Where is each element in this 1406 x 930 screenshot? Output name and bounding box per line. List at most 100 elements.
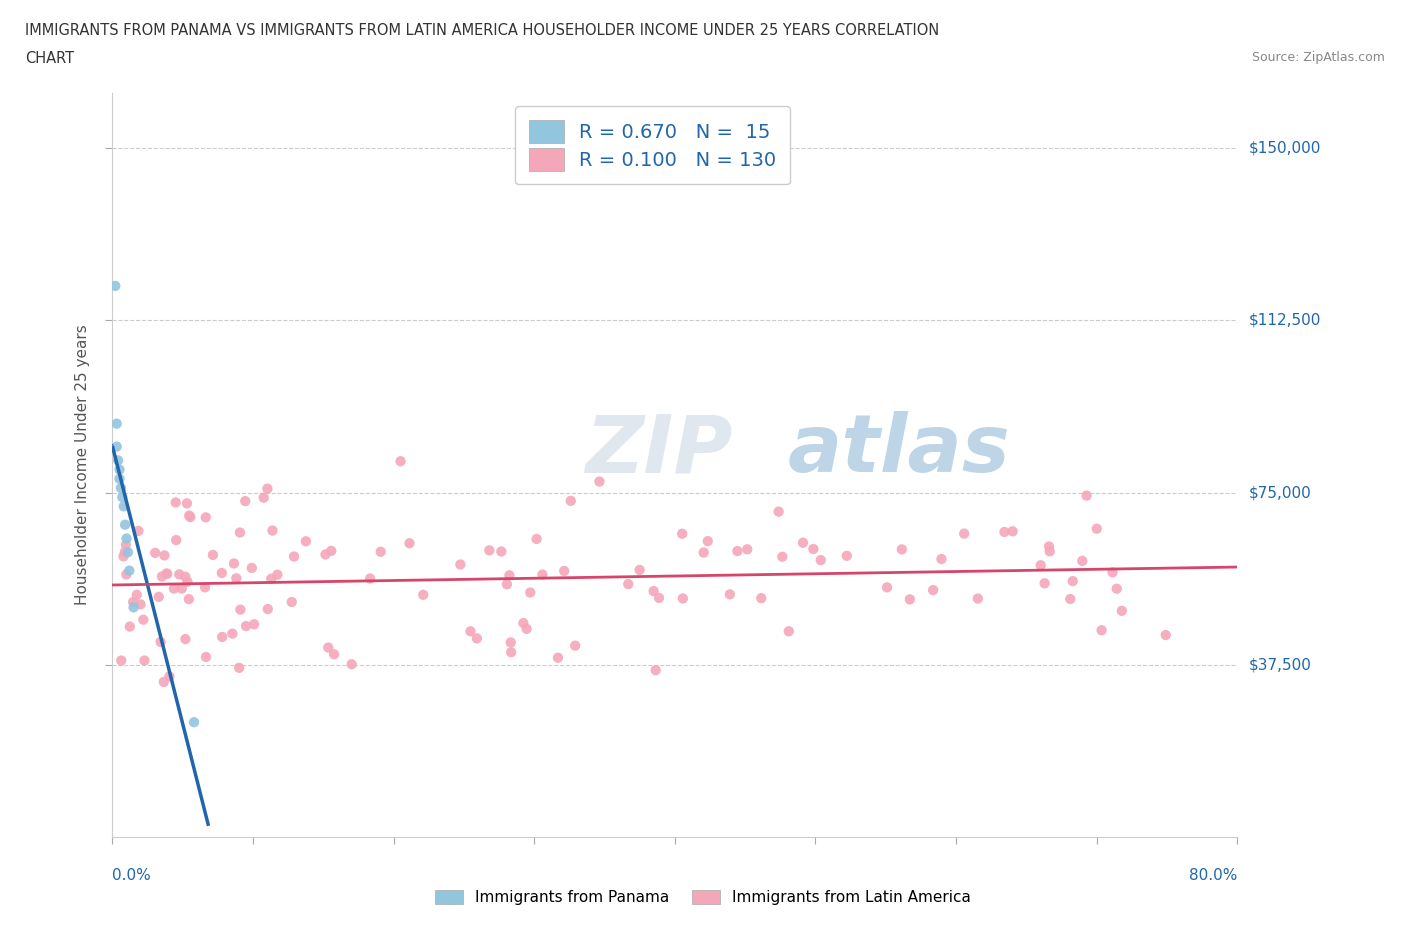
Point [628,563,651,578]
Point [792,536,814,551]
Point [1059,591,1081,606]
Point [725,544,748,559]
Point [211,565,233,580]
Point [233,494,256,509]
Point [671,526,693,541]
Point [115,538,138,552]
Point [314,547,336,562]
Point [240,561,263,576]
Point [696,534,718,549]
Point [1105,581,1128,596]
Point [491,544,513,559]
Point [235,618,257,633]
Point [229,603,252,618]
Point [111,490,134,505]
Point [118,564,141,578]
Point [262,523,284,538]
Point [283,549,305,564]
Point [501,644,523,659]
Point [340,657,363,671]
Text: $75,000: $75,000 [1249,485,1312,500]
Point [465,631,488,645]
Point [170,581,193,596]
Text: 80.0%: 80.0% [1189,868,1237,883]
Point [922,583,945,598]
Point [359,571,381,586]
Point [1076,488,1098,503]
Text: atlas: atlas [787,411,1010,489]
Point [953,526,976,541]
Point [643,584,665,599]
Point [1001,524,1024,538]
Point [211,630,233,644]
Point [150,569,173,584]
Point [499,635,522,650]
Point [1039,544,1062,559]
Point [648,591,671,605]
Point [931,551,953,566]
Text: Source: ZipAtlas.com: Source: ZipAtlas.com [1251,51,1385,64]
Point [105,439,128,454]
Point [122,600,145,615]
Point [692,545,714,560]
Point [547,650,569,665]
Point [149,634,172,649]
Point [195,649,218,664]
Point [222,556,245,571]
Point [321,543,343,558]
Point [256,602,278,617]
Point [266,567,288,582]
Point [194,580,217,595]
Point [165,533,187,548]
Text: CHART: CHART [25,51,75,66]
Point [176,575,198,590]
Point [519,585,541,600]
Point [1071,553,1094,568]
Point [718,587,741,602]
Point [588,474,610,489]
Point [526,532,548,547]
Legend: R = 0.670   N =  15, R = 0.100   N = 130: R = 0.670 N = 15, R = 0.100 N = 130 [515,106,790,184]
Point [370,544,392,559]
Point [156,566,179,581]
Point [768,504,790,519]
Point [104,278,127,293]
Point [516,621,538,636]
Point [253,490,276,505]
Point [617,577,640,591]
Point [118,619,141,634]
Point [412,588,434,603]
Point [143,545,166,560]
Point [801,541,824,556]
Point [672,591,695,605]
Point [898,591,921,606]
Point [201,548,224,563]
Point [890,542,912,557]
Point [449,557,471,572]
Point [1033,576,1056,591]
Point [129,597,152,612]
Point [122,594,145,609]
Point [1111,604,1133,618]
Y-axis label: Householder Income Under 25 years: Householder Income Under 25 years [75,325,90,605]
Point [148,590,170,604]
Point [260,571,283,586]
Point [749,591,772,605]
Point [1038,539,1060,554]
Point [163,581,186,596]
Point [117,545,139,560]
Point [1101,565,1123,579]
Point [183,715,205,730]
Point [105,417,128,432]
Point [125,588,148,603]
Point [225,571,247,586]
Point [564,638,586,653]
Point [1154,628,1177,643]
Point [228,660,250,675]
Point [153,674,176,689]
Point [115,567,138,582]
Legend: Immigrants from Panama, Immigrants from Latin America: Immigrants from Panama, Immigrants from … [427,883,979,913]
Point [553,564,575,578]
Point [876,580,898,595]
Text: $150,000: $150,000 [1249,140,1320,155]
